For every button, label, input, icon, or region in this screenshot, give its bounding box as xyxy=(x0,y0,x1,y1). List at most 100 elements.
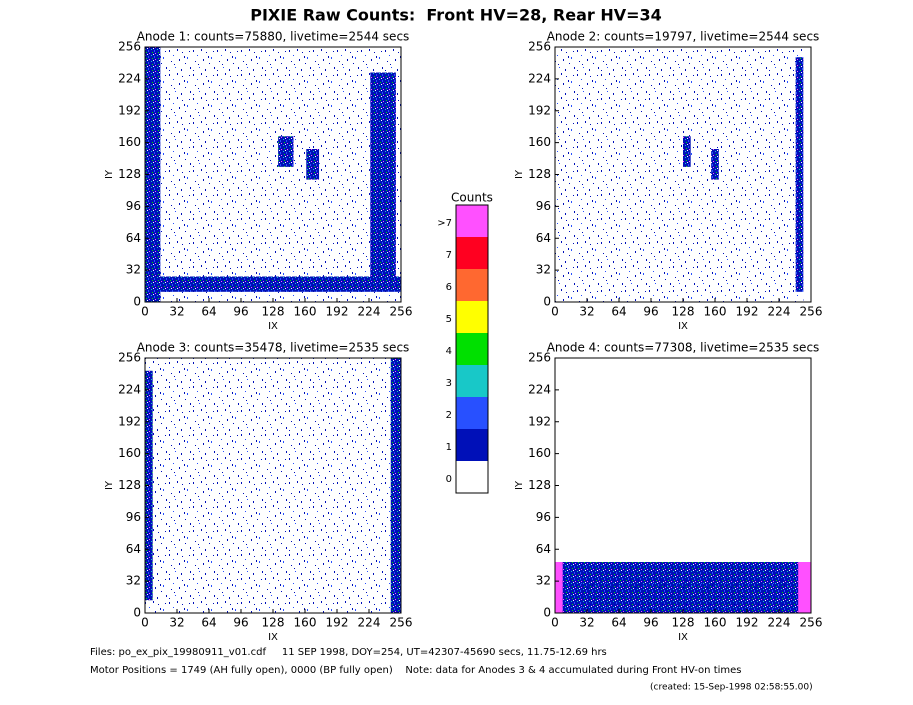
y-tick-label: 256 xyxy=(528,40,551,54)
y-axis-label: IY xyxy=(514,480,525,490)
y-tick-label: 160 xyxy=(118,135,141,149)
x-tick-label: 160 xyxy=(704,305,727,319)
x-tick-label: 192 xyxy=(736,305,759,319)
count-texture xyxy=(390,358,401,613)
y-tick-label: 256 xyxy=(528,351,551,365)
count-texture xyxy=(798,562,811,613)
x-tick-label: 32 xyxy=(169,305,184,319)
page-title: PIXIE Raw Counts: Front HV=28, Rear HV=3… xyxy=(250,6,662,25)
y-tick-label: 128 xyxy=(118,167,141,181)
count-texture xyxy=(306,149,320,180)
colorbar-cell xyxy=(456,237,488,269)
count-texture xyxy=(555,562,563,613)
colorbar-cell xyxy=(456,397,488,429)
colorbar-label: 1 xyxy=(446,442,452,453)
x-tick-label: 160 xyxy=(294,305,317,319)
x-tick-label: 192 xyxy=(326,305,349,319)
x-tick-label: 0 xyxy=(551,305,559,319)
x-tick-label: 192 xyxy=(736,616,759,630)
colorbar-title: Counts xyxy=(451,191,493,205)
y-tick-label: 96 xyxy=(126,199,141,213)
y-axis-label: IY xyxy=(514,169,525,179)
y-tick-label: 128 xyxy=(528,167,551,181)
count-texture xyxy=(145,358,401,613)
x-axis-label: IX xyxy=(268,632,278,643)
y-tick-label: 0 xyxy=(543,295,551,309)
y-tick-label: 160 xyxy=(528,135,551,149)
x-tick-label: 96 xyxy=(233,616,248,630)
x-tick-label: 0 xyxy=(551,616,559,630)
y-tick-label: 160 xyxy=(528,446,551,460)
x-tick-label: 128 xyxy=(672,305,695,319)
count-texture xyxy=(575,567,791,608)
x-tick-label: 256 xyxy=(390,305,413,319)
x-tick-label: 96 xyxy=(643,305,658,319)
y-tick-label: 192 xyxy=(528,414,551,428)
x-tick-label: 224 xyxy=(768,305,791,319)
y-tick-label: 256 xyxy=(118,40,141,54)
y-tick-label: 32 xyxy=(126,263,141,277)
x-tick-label: 64 xyxy=(611,305,626,319)
x-tick-label: 256 xyxy=(390,616,413,630)
x-tick-label: 224 xyxy=(358,305,381,319)
x-tick-label: 96 xyxy=(233,305,248,319)
x-tick-label: 192 xyxy=(326,616,349,630)
y-tick-label: 96 xyxy=(536,199,551,213)
x-tick-label: 32 xyxy=(579,305,594,319)
count-texture xyxy=(145,47,401,302)
colorbar-cell xyxy=(456,301,488,333)
colorbar-label: 2 xyxy=(446,410,452,421)
colorbar-label: >7 xyxy=(437,218,452,229)
x-tick-label: 256 xyxy=(800,305,823,319)
x-axis-label: IX xyxy=(678,632,688,643)
y-tick-label: 224 xyxy=(118,382,141,396)
x-tick-label: 32 xyxy=(169,616,184,630)
colorbar-label: 0 xyxy=(446,474,452,485)
y-tick-label: 32 xyxy=(536,574,551,588)
x-tick-label: 96 xyxy=(643,616,658,630)
colorbar-cell xyxy=(456,269,488,301)
y-tick-label: 64 xyxy=(536,542,551,556)
y-tick-label: 64 xyxy=(536,231,551,245)
colorbar-label: 4 xyxy=(446,346,452,357)
footer-line: Files: po_ex_pix_19980911_v01.cdf 11 SEP… xyxy=(90,647,607,658)
y-tick-label: 0 xyxy=(543,606,551,620)
y-tick-label: 64 xyxy=(126,542,141,556)
count-texture xyxy=(795,57,804,292)
colorbar-cell xyxy=(456,365,488,397)
count-texture xyxy=(555,47,804,302)
x-tick-label: 0 xyxy=(141,305,149,319)
x-tick-label: 128 xyxy=(262,616,285,630)
x-tick-label: 0 xyxy=(141,616,149,630)
x-tick-label: 224 xyxy=(358,616,381,630)
x-tick-label: 224 xyxy=(768,616,791,630)
x-tick-label: 64 xyxy=(201,305,216,319)
y-axis-label: IY xyxy=(104,169,115,179)
y-tick-label: 128 xyxy=(528,478,551,492)
y-tick-label: 224 xyxy=(528,382,551,396)
x-tick-label: 256 xyxy=(800,616,823,630)
count-texture xyxy=(145,276,401,292)
footer-line: Motor Positions = 1749 (AH fully open), … xyxy=(90,665,742,676)
y-axis-label: IY xyxy=(104,480,115,490)
count-texture xyxy=(370,72,396,277)
y-tick-label: 32 xyxy=(536,263,551,277)
colorbar-label: 6 xyxy=(446,282,452,293)
y-tick-label: 192 xyxy=(528,103,551,117)
x-axis-label: IX xyxy=(268,321,278,332)
x-tick-label: 64 xyxy=(201,616,216,630)
y-tick-label: 0 xyxy=(133,295,141,309)
y-tick-label: 32 xyxy=(126,574,141,588)
panel-title: Anode 4: counts=77308, livetime=2535 sec… xyxy=(547,341,820,355)
panel-title: Anode 2: counts=19797, livetime=2544 sec… xyxy=(547,30,820,44)
colorbar-cell xyxy=(456,429,488,461)
colorbar-label: 7 xyxy=(446,250,452,261)
footer-note: (created: 15-Sep-1998 02:58:55.00) xyxy=(650,683,813,693)
x-tick-label: 160 xyxy=(294,616,317,630)
y-tick-label: 192 xyxy=(118,414,141,428)
colorbar-cell xyxy=(456,333,488,365)
colorbar-cell xyxy=(456,205,488,237)
x-axis-label: IX xyxy=(678,321,688,332)
y-tick-label: 96 xyxy=(126,510,141,524)
